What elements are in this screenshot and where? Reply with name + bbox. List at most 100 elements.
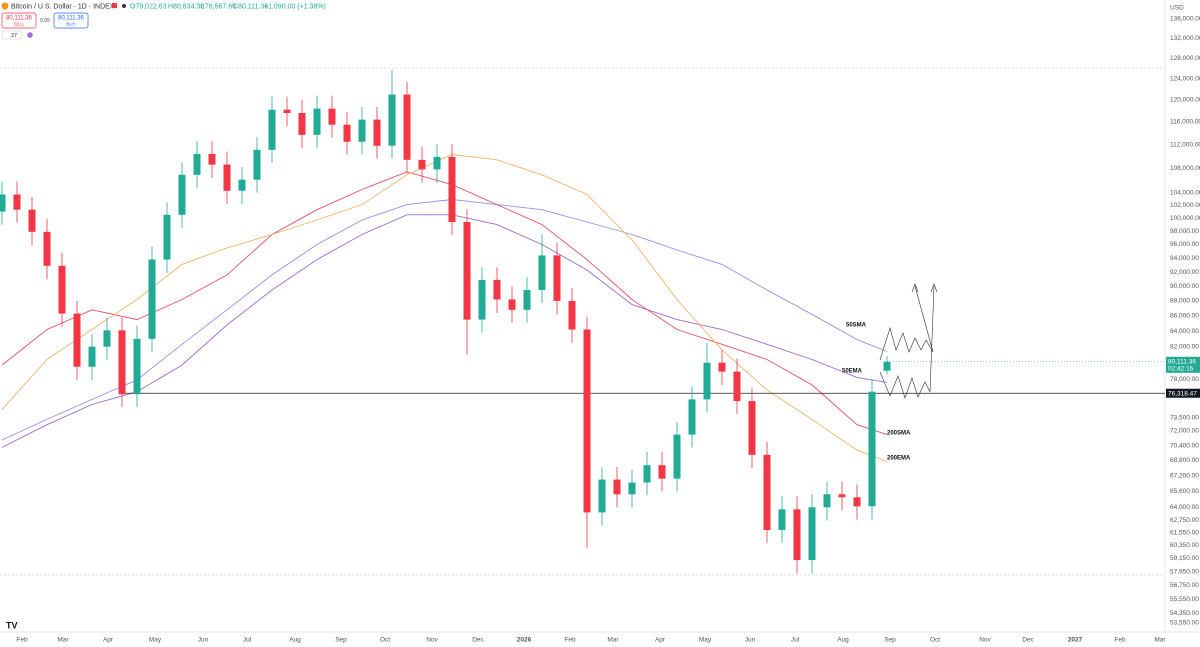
candle-body	[568, 300, 576, 330]
y-tick-label: 116,000.00	[1170, 119, 1200, 126]
y-tick-label: 90,000.00	[1170, 283, 1199, 290]
candle-body	[778, 509, 786, 530]
buy-price[interactable]: 80,111.36	[58, 16, 84, 22]
x-tick-label: Nov	[979, 637, 991, 644]
candle-body	[673, 434, 681, 479]
candle-body	[178, 174, 186, 215]
y-tick-label: 84,000.00	[1170, 328, 1199, 335]
ma-annotation: 200SMA	[887, 431, 911, 437]
candle-body	[403, 94, 411, 160]
x-tick-label: Nov	[426, 637, 438, 644]
y-tick-label: 70,400.00	[1170, 442, 1199, 449]
x-tick-label: May	[149, 637, 162, 644]
level-label: 76,318.47	[1168, 390, 1197, 397]
candle-body	[583, 329, 591, 513]
buy-box[interactable]	[53, 12, 89, 29]
ma-annotation: 200EMA	[887, 456, 911, 462]
candle-body	[433, 156, 441, 170]
y-tick-label: 72,000.00	[1170, 428, 1199, 435]
candle-body	[463, 221, 471, 320]
candle-body	[793, 509, 801, 561]
x-tick-label: Feb	[564, 637, 576, 644]
x-tick-label: Apr	[103, 637, 114, 644]
candle-body	[703, 362, 711, 400]
y-tick-label: 53,550.00	[1170, 620, 1199, 627]
candle-body	[163, 214, 171, 260]
projection-arrow	[911, 283, 919, 293]
last-price-label: 80,111.36	[1168, 359, 1196, 366]
status-dot	[122, 4, 126, 8]
y-tick-label: 88,000.00	[1170, 298, 1199, 305]
candle-body	[208, 153, 216, 165]
projection-path	[879, 285, 935, 399]
candle-body	[733, 371, 741, 402]
projection-arrow	[930, 283, 938, 293]
y-tick-label: 65,600.00	[1170, 488, 1199, 495]
candle-body	[253, 149, 261, 180]
ma-annotation: 50EMA	[842, 369, 863, 375]
y-tick-label: 54,350.00	[1170, 610, 1199, 617]
x-tick-label: Oct	[930, 637, 940, 644]
candle-body	[283, 109, 291, 114]
y-tick-label: 73,500.00	[1170, 414, 1199, 421]
x-tick-label: Mar	[1154, 637, 1166, 644]
candle-body	[838, 494, 846, 498]
x-tick-label: Feb	[1114, 637, 1126, 644]
y-tick-label: 57,950.00	[1170, 568, 1199, 575]
candle-body	[493, 279, 501, 300]
candle-body	[478, 279, 486, 320]
candle-body	[298, 113, 306, 135]
y-tick-label: 64,000.00	[1170, 504, 1199, 511]
y-tick-label: 55,550.00	[1170, 596, 1199, 603]
x-tick-label: Jul	[243, 637, 252, 644]
sell-button[interactable]: 80,111.36 SELL	[1, 12, 37, 29]
candle-body	[688, 399, 696, 435]
sell-label[interactable]: SELL	[13, 22, 25, 27]
y-tick-label: 128,000.00	[1170, 55, 1200, 62]
candle-body	[658, 465, 666, 479]
ma-annotation: 50SMA	[846, 323, 867, 329]
x-tick-label: Jul	[791, 637, 800, 644]
indicators-count[interactable]: 27	[11, 33, 17, 39]
indicator-icon[interactable]	[27, 32, 33, 38]
y-tick-label: 98,000.00	[1170, 228, 1199, 235]
ohlc-open: O79,022.63	[130, 3, 167, 10]
candle-body	[883, 361, 891, 371]
candle-body	[718, 362, 726, 372]
buy-button[interactable]: 80,111.36 BUY	[53, 12, 89, 29]
ohlc-high: H80,834.30	[168, 3, 204, 10]
buy-label[interactable]: BUY	[66, 22, 75, 27]
y-tick-label: 62,750.00	[1170, 517, 1199, 524]
y-tick-label: 100,000.00	[1170, 215, 1200, 222]
candle-body	[28, 209, 36, 232]
countdown: 02:42:16	[1168, 366, 1194, 373]
level-tag	[1166, 388, 1200, 398]
ohlc-change: +1,090.00 (+1.38%)	[264, 3, 326, 10]
currency: USD	[1170, 5, 1184, 12]
x-tick-label: Mar	[57, 637, 69, 644]
candle-body	[448, 156, 456, 222]
indicators-toggle[interactable]	[1, 30, 23, 40]
candle-body	[868, 391, 876, 507]
candle-body	[418, 159, 426, 170]
x-tick-label: Jun	[745, 637, 756, 644]
sell-box[interactable]	[1, 12, 37, 29]
moving-average	[1, 171, 888, 436]
y-tick-label: 124,000.00	[1170, 75, 1200, 82]
y-tick-label: 108,000.00	[1170, 165, 1200, 172]
y-tick-label: 68,800.00	[1170, 457, 1199, 464]
candle-body	[553, 255, 561, 301]
candle-body	[373, 119, 381, 146]
sell-price[interactable]: 80,111.36	[6, 16, 32, 22]
candle-body	[193, 153, 201, 175]
candle-body	[823, 494, 831, 508]
candle-body	[103, 330, 111, 347]
y-tick-label: 94,000.00	[1170, 255, 1199, 262]
candle-body	[13, 194, 21, 210]
x-tick-label: Sep	[335, 637, 347, 644]
candle-body	[328, 108, 336, 125]
y-tick-label: 59,150.00	[1170, 555, 1199, 562]
candle-body	[508, 299, 516, 310]
